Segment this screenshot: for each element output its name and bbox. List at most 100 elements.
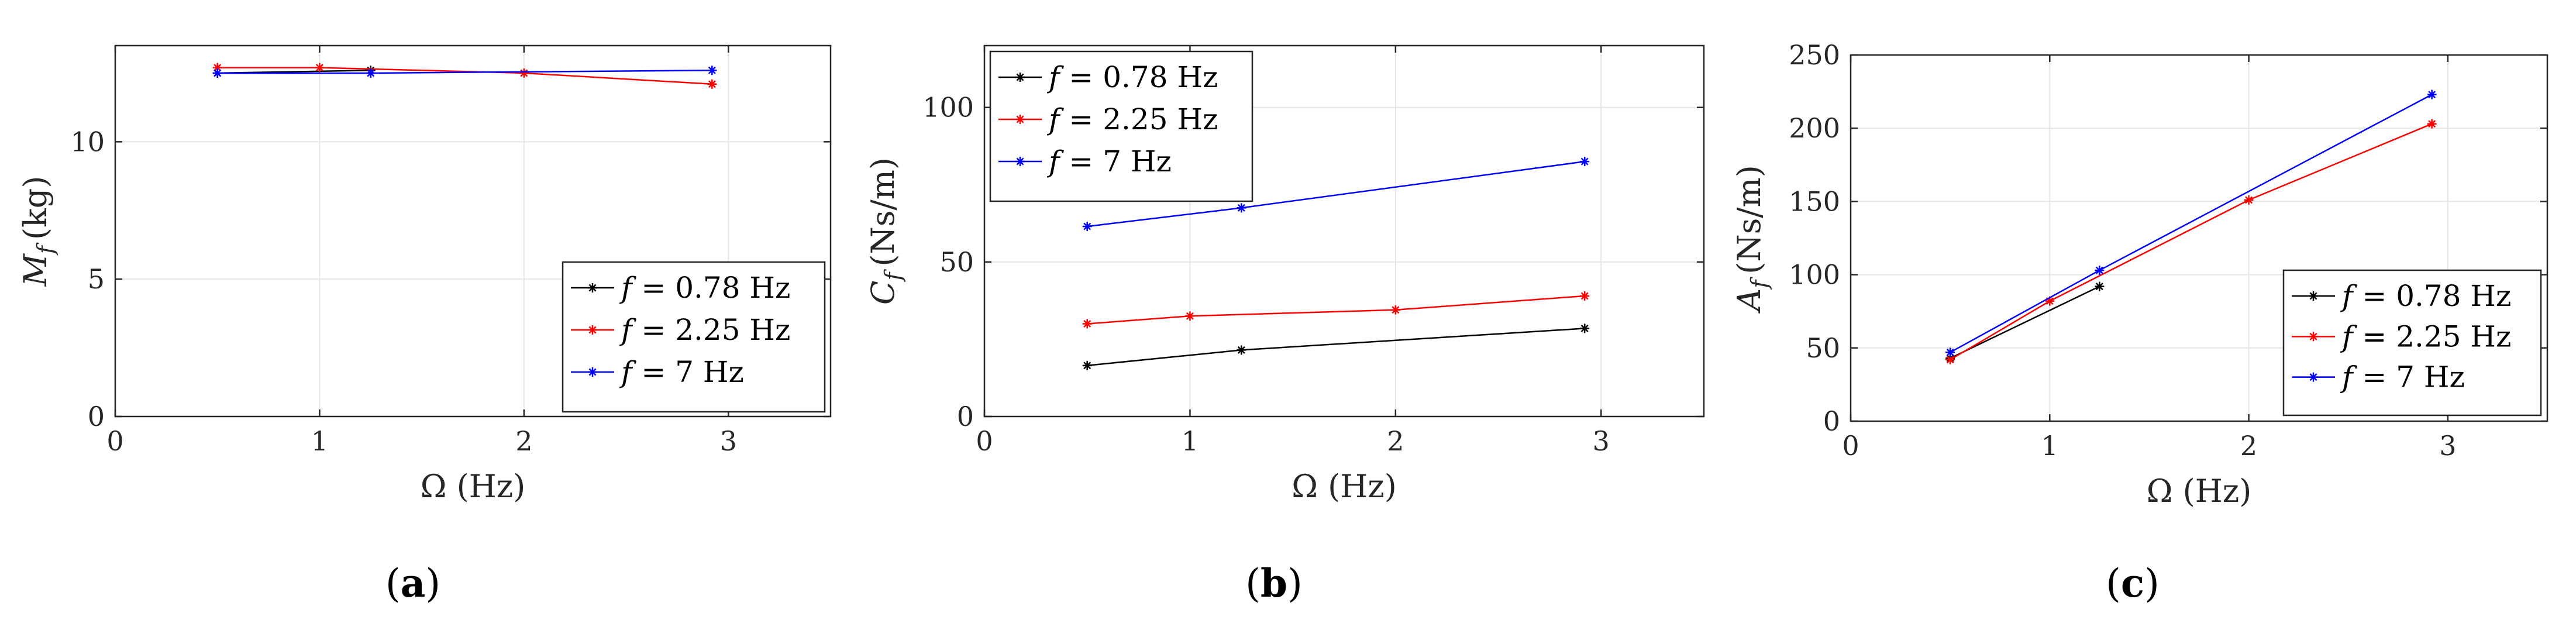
panel-c-series-2-point-1	[2095, 266, 2105, 276]
panel-b-caption-letter: b	[1261, 560, 1287, 606]
panel-b-series-1-line	[1087, 295, 1585, 325]
panel-c-ytick-label-4: 200	[1789, 112, 1840, 144]
panel-a-series-1-line	[217, 67, 712, 85]
panel-c-xtick-label-3: 3	[2439, 430, 2456, 462]
panel-c-ytick-label-0: 0	[1823, 405, 1840, 437]
panel-b-ylabel: Cf (Ns/m)	[865, 157, 906, 305]
panel-c-legend-marker-0	[2309, 291, 2318, 301]
panel-a-plot: 0 1 2 3 0 5 10 Ω (Hz) Mf (kg) f = 0.78 Hz f = 2.25 …	[17, 44, 832, 505]
panel-a-ylabel: Mf (kg)	[17, 176, 58, 287]
panel-a-xtick-label-2: 2	[515, 425, 532, 457]
panel-a-axes-frame	[114, 44, 832, 418]
panel-a-legend-marker-0	[588, 283, 597, 292]
panel-c-ytick-label-5: 250	[1789, 39, 1840, 71]
panel-b: 0 1 2 3 0 50 100 Ω (Hz) Cf (Ns/m) f = 0.78 Hz f = 2…	[865, 44, 1705, 606]
panel-c-xlabel: Ω (Hz)	[2147, 473, 2252, 509]
panel-b-ytick-label-0: 0	[957, 401, 974, 432]
panel-b-series-1-point-1	[1185, 311, 1195, 321]
panel-c-ytick-label-3: 150	[1789, 185, 1840, 217]
panel-c-axes-frame	[1850, 54, 2549, 422]
panel-a-series-2-point-1	[366, 68, 376, 78]
panel-c-ylabel-subscript: f	[1747, 277, 1772, 290]
panel-a-ylabel-subscript: f	[33, 242, 58, 256]
panel-b-series-1-point-3	[1580, 291, 1590, 301]
panel-c-series-0-line	[1950, 285, 2100, 359]
panel-c-xtick-label-1: 1	[2041, 430, 2058, 462]
panel-c-series-1-line	[1950, 123, 2433, 360]
panel-c-series-1-point-3	[2427, 119, 2437, 129]
panel-a-caption-letter: a	[401, 560, 426, 606]
panel-c-xtick-label-0: 0	[1842, 430, 1859, 462]
panel-c-ylabel: Af (Ns/m)	[1731, 165, 1772, 314]
panel-a-series-2-point-2	[707, 66, 717, 75]
panel-b-series-1-point-2	[1390, 305, 1400, 315]
panel-c-caption: (c)	[2106, 560, 2160, 606]
panel-b-legend-label-2: f = 7 Hz	[1046, 144, 1172, 178]
panel-c-legend-marker-2	[2309, 372, 2318, 382]
panel-a: 0 1 2 3 0 5 10 Ω (Hz) Mf (kg) f = 0.78 Hz f = 2.25 …	[17, 44, 832, 606]
panel-a-series-1-point-2	[519, 68, 529, 78]
panel-c-plot: 0 1 2 3 0 50 100 150 200 250 Ω (Hz) Af (Ns/m) f = 0.7…	[1731, 39, 2549, 509]
panel-a-legend-label-0: f = 0.78 Hz	[619, 271, 790, 305]
panel-b-series-0-point-1	[1237, 345, 1246, 355]
panel-a-legend-label-1: f = 2.25 Hz	[619, 313, 790, 347]
panel-b-xtick-label-1: 1	[1182, 425, 1199, 457]
panel-c-ytick-label-2: 100	[1789, 259, 1840, 291]
panel-a-xlabel: Ω (Hz)	[421, 468, 526, 505]
panel-c-series-1-point-2	[2244, 195, 2254, 205]
panel-b-series-1-point-0	[1082, 319, 1092, 329]
panel-a-xtick-label-0: 0	[106, 425, 123, 457]
panel-b-legend-label-1: f = 2.25 Hz	[1046, 102, 1218, 136]
panel-a-ytick-label-0: 0	[88, 401, 105, 432]
panel-a-xtick-label-1: 1	[311, 425, 328, 457]
panel-b-series-0-point-2	[1580, 323, 1590, 333]
panel-b-xtick-label-3: 3	[1593, 425, 1610, 457]
panel-a-ytick-label-2: 10	[70, 126, 105, 157]
panel-c-series-1	[1945, 119, 2437, 364]
panel-b-legend-marker-0	[1015, 73, 1025, 82]
panel-a-xtick-label-3: 3	[720, 425, 737, 457]
panel-c-ytick-label-1: 50	[1806, 332, 1840, 364]
panel-b-ylabel-subscript: f	[880, 269, 906, 283]
panel-c-legend-box	[2282, 269, 2542, 416]
panel-c-xtick-label-2: 2	[2240, 430, 2257, 462]
panel-a-series-1-point-1	[315, 63, 325, 73]
panel-b-series-1	[1082, 291, 1590, 329]
panel-a-series-1-point-0	[212, 63, 222, 73]
panel-b-ylabel-symbol: C	[865, 281, 901, 305]
panel-c-legend-marker-1	[2309, 332, 2318, 342]
panel-a-caption: (a)	[385, 560, 440, 606]
panel-b-legend-label-0: f = 0.78 Hz	[1046, 60, 1218, 94]
panel-c-legend: f = 0.78 Hz f = 2.25 Hz f = 7 Hz	[2282, 269, 2542, 416]
panel-b-series-2-point-1	[1237, 203, 1246, 213]
panel-b-legend: f = 0.78 Hz f = 2.25 Hz f = 7 Hz	[989, 50, 1253, 202]
panel-b-xtick-label-0: 0	[976, 425, 993, 457]
panel-b-xtick-label-2: 2	[1387, 425, 1404, 457]
panel-c-legend-label-2: f = 7 Hz	[2340, 360, 2465, 394]
panel-a-legend-label-2: f = 7 Hz	[619, 355, 744, 389]
panel-a-legend-box	[562, 261, 826, 413]
panel-b-xlabel: Ω (Hz)	[1292, 468, 1397, 505]
panel-a-series-2-point-0	[212, 68, 222, 78]
panel-b-plot: 0 1 2 3 0 50 100 Ω (Hz) Cf (Ns/m) f = 0.78 Hz f = 2…	[865, 44, 1705, 505]
panel-a-series-1	[212, 63, 717, 89]
panel-b-ytick-label-1: 50	[939, 246, 974, 278]
panel-a-legend-marker-1	[588, 325, 597, 335]
panel-b-series-0-point-0	[1082, 360, 1092, 370]
panel-a-ylabel-symbol: M	[17, 253, 54, 287]
panel-c-series-2-point-0	[1945, 347, 1955, 357]
panel-c-ylabel-symbol: A	[1731, 288, 1768, 314]
panel-b-series-0	[1082, 323, 1590, 370]
panel-c-caption-letter: c	[2121, 560, 2144, 606]
panel-c-legend-label-0: f = 0.78 Hz	[2340, 279, 2511, 313]
panel-b-legend-box	[989, 50, 1253, 202]
panel-c-ylabel-unit: (Ns/m)	[1731, 165, 1768, 274]
panel-a-legend: f = 0.78 Hz f = 2.25 Hz f = 7 Hz	[562, 261, 826, 413]
panel-b-series-2	[1082, 157, 1590, 232]
panel-c: 0 1 2 3 0 50 100 150 200 250 Ω (Hz) Af (Ns/m) f = 0.7…	[1731, 39, 2549, 606]
panel-a-ylabel-unit: (kg)	[17, 176, 54, 240]
panel-c-legend-label-1: f = 2.25 Hz	[2340, 319, 2511, 353]
panel-a-legend-marker-2	[588, 367, 597, 377]
panel-c-series-2-point-2	[2427, 89, 2437, 99]
